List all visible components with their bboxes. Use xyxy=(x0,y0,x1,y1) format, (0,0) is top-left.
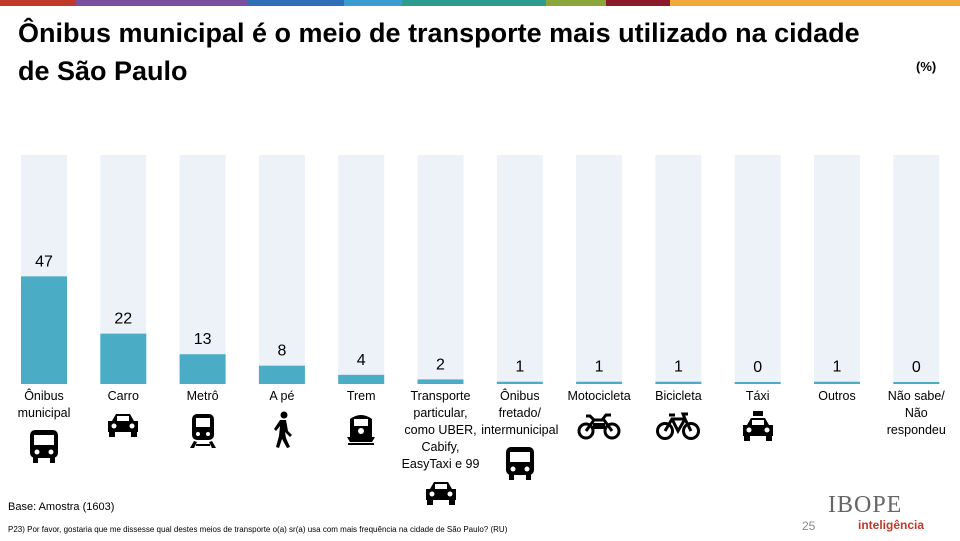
category-label: Ônibus fretado/intermunicipal xyxy=(480,388,560,439)
data-label: 1 xyxy=(515,359,524,376)
top-bar-segment xyxy=(344,0,402,6)
top-bar-segment xyxy=(606,0,670,6)
metro-train-icon xyxy=(188,411,218,454)
category-label: Trem xyxy=(321,388,401,405)
category-label-line: Motocicleta xyxy=(567,389,631,403)
bicycle-icon xyxy=(655,411,701,446)
category-label-line: Ônibus xyxy=(499,389,540,403)
data-label: 1 xyxy=(674,359,683,376)
category-label: Carro xyxy=(83,388,163,405)
bar-track xyxy=(576,155,623,384)
data-label: 13 xyxy=(194,331,212,348)
motorcycle-icon xyxy=(576,411,622,446)
bar-track xyxy=(893,155,940,384)
bar-track xyxy=(496,155,543,384)
category-label-line: respondeu xyxy=(886,423,946,437)
bar xyxy=(655,381,702,384)
category-label-line: particular, xyxy=(413,406,468,420)
unit-label: (%) xyxy=(916,59,937,74)
category-label-line: Transporte xyxy=(410,389,471,403)
top-bar-segment xyxy=(670,0,960,6)
data-label: 1 xyxy=(595,359,604,376)
category-label: Não sabe/Não respondeu xyxy=(876,388,956,439)
question-note: P23) Por favor, gostaria que me dissesse… xyxy=(8,525,508,534)
car-icon xyxy=(105,411,141,444)
category-label-line: Não xyxy=(904,406,928,420)
category-label-line: Carro xyxy=(107,389,139,403)
page-number: 25 xyxy=(802,519,816,533)
category-label-line: Outros xyxy=(818,389,856,403)
top-color-bar xyxy=(0,0,960,6)
bar-track xyxy=(417,155,464,384)
category-label: Outros xyxy=(797,388,877,405)
category-label: Ônibus municipal xyxy=(4,388,84,422)
category-label: A pé xyxy=(242,388,322,405)
bar-track xyxy=(655,155,702,384)
ibope-logo-sub: inteligência xyxy=(858,518,925,532)
category-label: Bicicleta xyxy=(638,388,718,405)
category-label-line: Cabify, xyxy=(421,440,460,454)
top-bar-segment xyxy=(248,0,344,6)
category-label: Metrô xyxy=(163,388,243,405)
bar-track xyxy=(179,155,226,384)
bar xyxy=(893,382,940,384)
data-label: 22 xyxy=(114,311,132,328)
category-label-line: municipal xyxy=(17,406,71,420)
bar xyxy=(338,374,385,384)
top-bar-segment xyxy=(546,0,606,6)
category-label-line: A pé xyxy=(269,389,295,403)
category-label-line: intermunicipal xyxy=(481,423,559,437)
bar xyxy=(100,333,147,384)
data-label: 0 xyxy=(753,359,762,376)
category-label: Transporte particular, como UBER, Cabify, Ea… xyxy=(401,388,481,473)
category-label: Táxi xyxy=(718,388,798,405)
category-label-line: Não sabe/ xyxy=(887,389,945,403)
base-note: Base: Amostra (1603) xyxy=(8,501,115,513)
bar xyxy=(734,382,781,384)
walking-person-icon xyxy=(270,411,294,454)
top-bar-segment xyxy=(402,0,546,6)
bar xyxy=(21,276,67,384)
category-label-line: EasyTaxi e 99 xyxy=(401,457,480,471)
category-label-line: fretado/ xyxy=(498,406,541,420)
data-label: 47 xyxy=(35,253,53,270)
bus-icon xyxy=(27,428,61,469)
data-label: 0 xyxy=(912,359,921,376)
category-label-line: Táxi xyxy=(745,389,770,403)
bar xyxy=(496,381,543,384)
data-label: 4 xyxy=(357,352,366,369)
category-label-line: como UBER, xyxy=(404,423,477,437)
bus-icon xyxy=(503,445,537,486)
data-label: 1 xyxy=(833,359,842,376)
data-label: 2 xyxy=(436,356,445,373)
category-label-line: Metrô xyxy=(186,389,219,403)
category-label-line: Ônibus xyxy=(24,389,64,403)
category-label-line: Bicicleta xyxy=(655,389,702,403)
ibope-logo: IBOPE xyxy=(828,492,903,518)
bar-track xyxy=(338,155,385,384)
bar xyxy=(417,379,464,384)
train-icon xyxy=(344,411,378,452)
category-label: Motocicleta xyxy=(559,388,639,405)
bar xyxy=(814,381,860,384)
bar-track xyxy=(258,155,305,384)
top-bar-segment xyxy=(0,0,76,6)
top-bar-segment xyxy=(76,0,248,6)
data-label: 8 xyxy=(277,343,286,360)
car-icon xyxy=(423,479,459,512)
bar xyxy=(179,354,226,384)
bar xyxy=(576,381,623,384)
bar-track xyxy=(814,155,860,384)
category-label-line: Trem xyxy=(346,389,376,403)
bar-track xyxy=(734,155,781,384)
bar xyxy=(258,365,305,384)
page-title: Ônibus municipal é o meio de transporte … xyxy=(18,18,860,86)
taxi-icon xyxy=(740,411,776,448)
